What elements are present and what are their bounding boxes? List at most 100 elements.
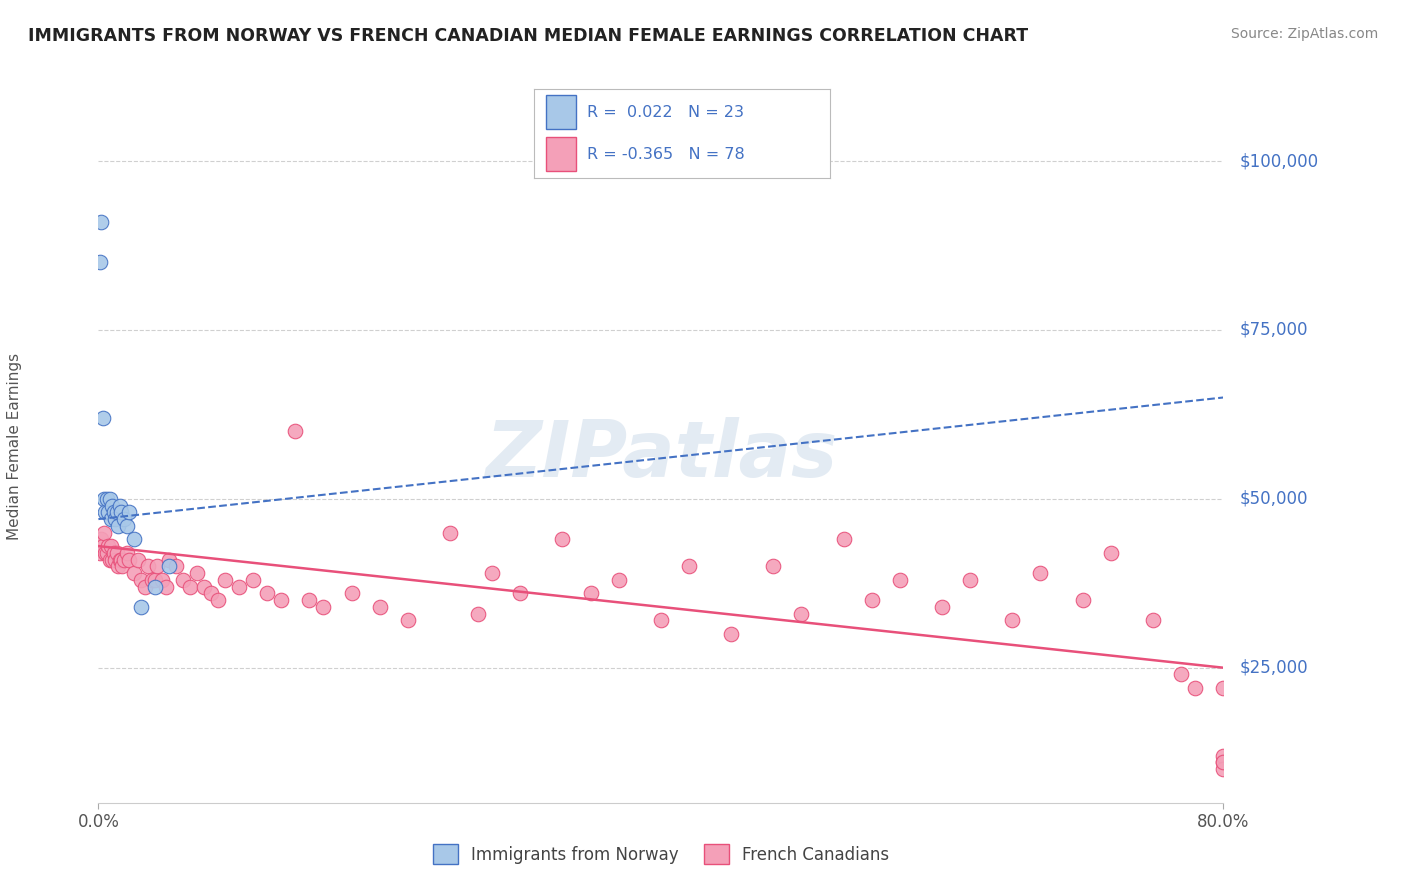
Point xyxy=(108,552,131,566)
Point xyxy=(172,573,194,587)
Point xyxy=(100,539,122,553)
Point xyxy=(111,559,134,574)
Point xyxy=(122,566,145,581)
Point xyxy=(112,512,135,526)
Point xyxy=(146,559,169,574)
Text: R = -0.365   N = 78: R = -0.365 N = 78 xyxy=(588,147,745,161)
Point xyxy=(157,559,180,574)
Point xyxy=(1170,667,1192,681)
Point xyxy=(115,546,138,560)
Point xyxy=(97,539,120,553)
Point xyxy=(107,559,129,574)
Bar xyxy=(546,95,575,129)
Point xyxy=(103,505,125,519)
Point xyxy=(89,255,111,269)
Point xyxy=(108,499,131,513)
Point xyxy=(96,546,118,560)
Point xyxy=(110,552,132,566)
Point xyxy=(98,491,121,506)
Point xyxy=(509,586,531,600)
Point xyxy=(165,559,187,574)
Point xyxy=(136,559,159,574)
Point xyxy=(579,586,602,600)
Point xyxy=(122,533,145,547)
Point xyxy=(340,586,363,600)
Point xyxy=(101,552,124,566)
Point xyxy=(242,573,264,587)
Point xyxy=(127,552,149,566)
Point xyxy=(141,573,163,587)
Point xyxy=(256,586,278,600)
Point xyxy=(1212,762,1234,776)
Point xyxy=(89,546,111,560)
Point xyxy=(104,552,127,566)
Point xyxy=(298,593,321,607)
Point xyxy=(1029,566,1052,581)
Point xyxy=(93,525,115,540)
Point xyxy=(312,599,335,614)
Point xyxy=(1142,614,1164,628)
Point xyxy=(101,499,124,513)
Point xyxy=(1212,756,1234,770)
Point xyxy=(103,546,125,560)
Point xyxy=(368,599,391,614)
Point xyxy=(207,593,229,607)
Point xyxy=(270,593,292,607)
Point xyxy=(228,580,250,594)
Point xyxy=(110,505,132,519)
Point xyxy=(97,505,120,519)
Point xyxy=(284,424,307,438)
Point xyxy=(650,614,672,628)
Point xyxy=(959,573,981,587)
Point xyxy=(96,491,118,506)
Text: Median Female Earnings: Median Female Earnings xyxy=(7,352,21,540)
Point xyxy=(762,559,785,574)
Point xyxy=(481,566,503,581)
Point xyxy=(129,573,152,587)
Point xyxy=(607,573,630,587)
Text: $25,000: $25,000 xyxy=(1240,658,1309,677)
Point xyxy=(90,533,112,547)
Point xyxy=(467,607,489,621)
Point xyxy=(104,512,127,526)
Point xyxy=(143,580,166,594)
Point xyxy=(1212,756,1234,770)
Point xyxy=(115,519,138,533)
Point xyxy=(1099,546,1122,560)
Point xyxy=(931,599,953,614)
Point xyxy=(214,573,236,587)
Point xyxy=(790,607,813,621)
Point xyxy=(860,593,883,607)
Point xyxy=(1071,593,1094,607)
Point xyxy=(94,546,117,560)
Point xyxy=(134,580,156,594)
Point xyxy=(1184,681,1206,695)
Point xyxy=(90,215,112,229)
Point xyxy=(105,505,128,519)
Text: $50,000: $50,000 xyxy=(1240,490,1309,508)
Point xyxy=(193,580,215,594)
Point xyxy=(107,519,129,533)
Point xyxy=(112,552,135,566)
Point xyxy=(91,539,114,553)
Point xyxy=(678,559,700,574)
Point xyxy=(720,627,742,641)
Point xyxy=(105,546,128,560)
Point xyxy=(832,533,855,547)
Point xyxy=(118,505,141,519)
Point xyxy=(100,512,122,526)
Point xyxy=(179,580,201,594)
Text: Source: ZipAtlas.com: Source: ZipAtlas.com xyxy=(1230,27,1378,41)
Point xyxy=(551,533,574,547)
Point xyxy=(118,552,141,566)
Point xyxy=(889,573,911,587)
Point xyxy=(91,410,114,425)
Point xyxy=(98,552,121,566)
Point xyxy=(396,614,419,628)
Bar xyxy=(546,137,575,171)
Point xyxy=(1001,614,1024,628)
Text: $75,000: $75,000 xyxy=(1240,321,1309,339)
Text: IMMIGRANTS FROM NORWAY VS FRENCH CANADIAN MEDIAN FEMALE EARNINGS CORRELATION CHA: IMMIGRANTS FROM NORWAY VS FRENCH CANADIA… xyxy=(28,27,1028,45)
Point xyxy=(1212,748,1234,763)
Point xyxy=(129,599,152,614)
